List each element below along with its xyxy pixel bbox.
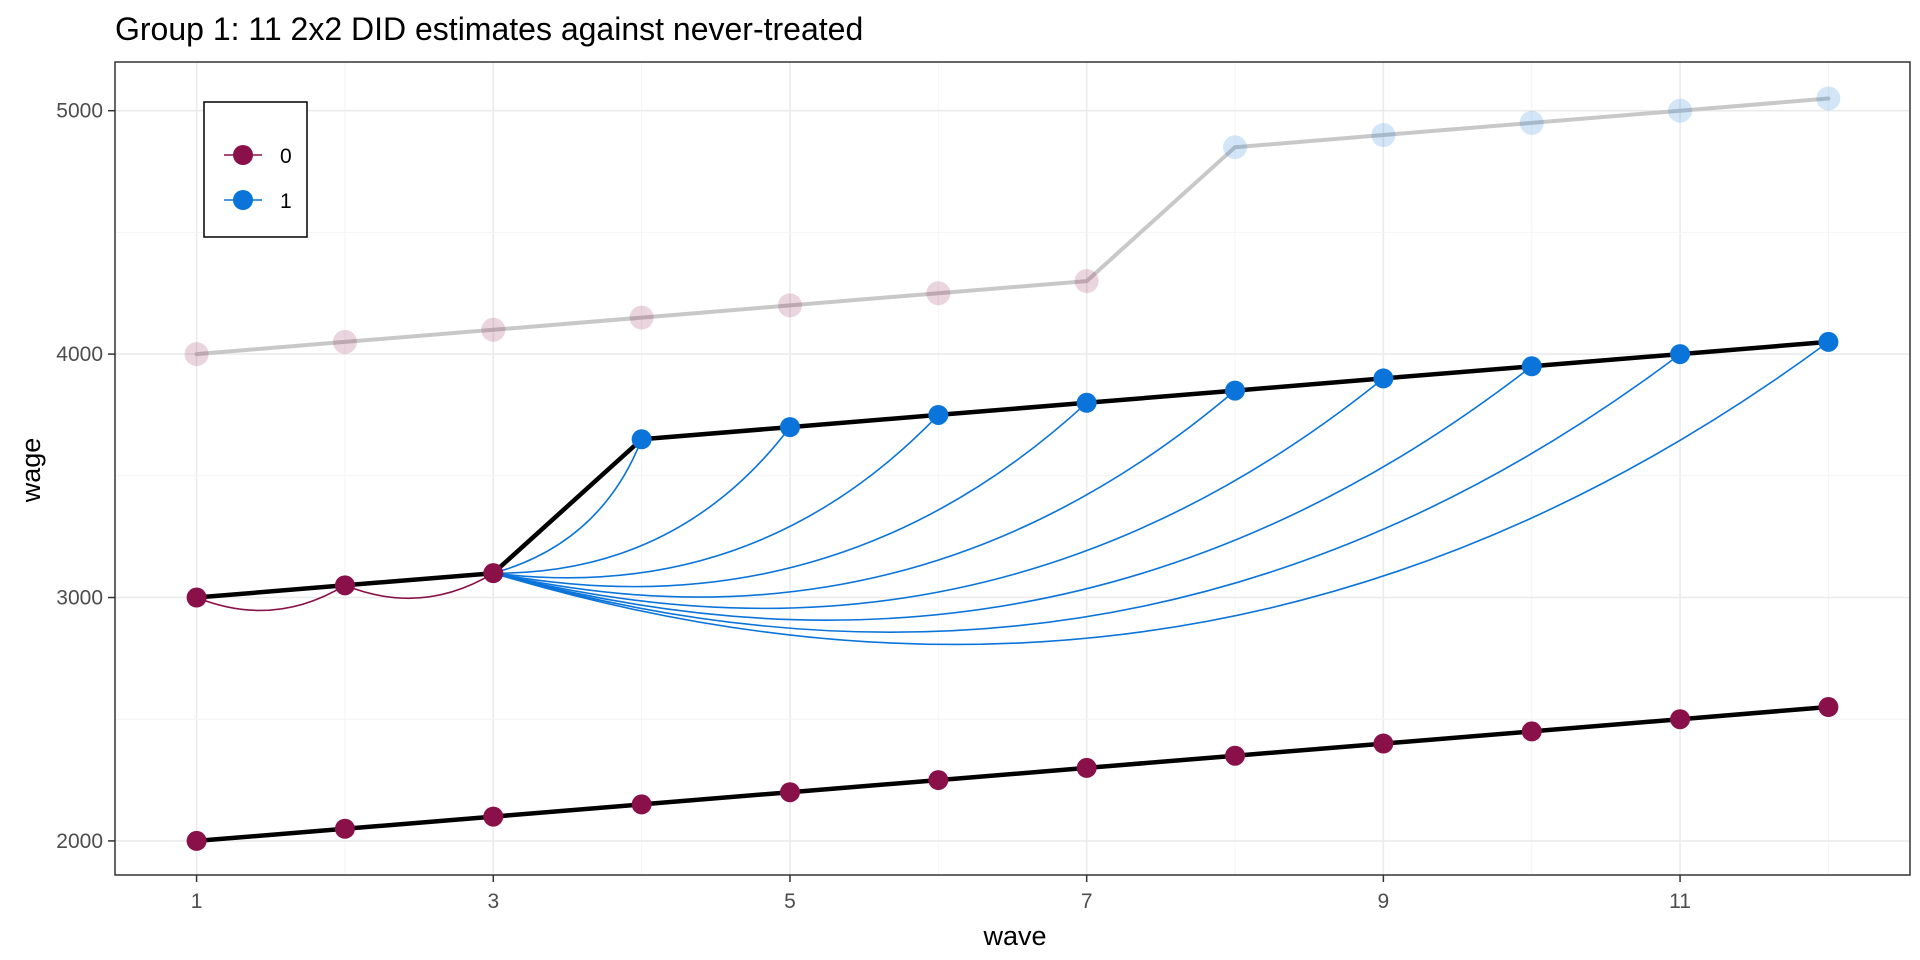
data-point bbox=[631, 429, 652, 450]
y-tick-label: 5000 bbox=[56, 100, 103, 123]
legend: 01 bbox=[203, 101, 308, 238]
did-curve-6 bbox=[493, 402, 1088, 588]
series-line-treated-group bbox=[194, 339, 1831, 600]
data-point bbox=[184, 342, 209, 367]
data-point bbox=[334, 575, 355, 596]
data-point bbox=[1816, 86, 1841, 111]
legend-box bbox=[203, 101, 308, 238]
data-point bbox=[332, 329, 357, 354]
legend-key-point bbox=[233, 145, 253, 165]
did-curves bbox=[196, 341, 1829, 646]
data-point bbox=[928, 770, 949, 791]
series-lines bbox=[194, 96, 1831, 844]
data-point bbox=[1074, 269, 1099, 294]
did-curve-3 bbox=[493, 439, 643, 574]
data-point bbox=[483, 563, 504, 584]
x-tick-label: 11 bbox=[1669, 890, 1691, 913]
data-point bbox=[926, 281, 951, 306]
x-axis-title: wave bbox=[982, 921, 1046, 951]
data-point bbox=[1225, 380, 1246, 401]
x-tick-label: 9 bbox=[1378, 890, 1390, 913]
data-point bbox=[1371, 123, 1396, 148]
grid bbox=[115, 62, 1910, 875]
series-line-never-treated bbox=[194, 704, 1831, 844]
data-point bbox=[483, 806, 504, 827]
data-point bbox=[779, 417, 800, 438]
data-point bbox=[1670, 344, 1691, 365]
did-curve-5 bbox=[493, 414, 939, 579]
data-point bbox=[1818, 331, 1839, 352]
x-tick-label: 3 bbox=[487, 890, 499, 913]
y-tick-label: 4000 bbox=[56, 343, 103, 366]
did-curve-10 bbox=[493, 353, 1681, 633]
did-curve-8 bbox=[493, 377, 1384, 610]
x-tick-label: 1 bbox=[191, 890, 203, 913]
panel-border bbox=[114, 61, 1911, 876]
data-point bbox=[1521, 721, 1542, 742]
data-point bbox=[1670, 709, 1691, 730]
chart-title: Group 1: 11 2x2 DID estimates against ne… bbox=[115, 11, 863, 47]
data-point bbox=[1373, 733, 1394, 754]
x-tick-label: 7 bbox=[1081, 890, 1093, 913]
y-tick-label: 3000 bbox=[56, 587, 103, 610]
series-line-faded-background bbox=[194, 96, 1831, 357]
data-point bbox=[1668, 98, 1693, 123]
legend-label: 0 bbox=[280, 145, 292, 168]
did-curve-11 bbox=[493, 341, 1829, 646]
y-tick-label: 2000 bbox=[56, 830, 103, 853]
x-tick-label: 5 bbox=[784, 890, 796, 913]
y-axis: 2000 3000 4000 5000 bbox=[56, 100, 115, 853]
data-point bbox=[1373, 368, 1394, 389]
series-points bbox=[184, 86, 1841, 851]
data-point bbox=[186, 587, 207, 608]
data-point bbox=[1225, 745, 1246, 766]
data-point bbox=[1519, 110, 1544, 135]
data-point bbox=[629, 305, 654, 330]
did-curve-4 bbox=[493, 426, 791, 575]
y-axis-title: wage bbox=[16, 438, 46, 504]
data-point bbox=[777, 293, 802, 318]
did-curve-2 bbox=[344, 572, 494, 599]
data-point bbox=[1223, 135, 1248, 160]
data-point bbox=[1076, 757, 1097, 778]
data-point bbox=[186, 830, 207, 851]
data-point bbox=[481, 317, 506, 342]
data-point bbox=[334, 818, 355, 839]
data-point bbox=[1521, 356, 1542, 377]
data-point bbox=[631, 794, 652, 815]
data-point bbox=[1076, 392, 1097, 413]
legend-label: 1 bbox=[280, 190, 292, 213]
legend-key-point bbox=[233, 190, 253, 210]
did-curve-9 bbox=[493, 365, 1533, 621]
data-point bbox=[1818, 697, 1839, 718]
x-axis: 1 3 5 7 9 11 bbox=[191, 875, 1691, 913]
data-point bbox=[928, 404, 949, 425]
did-curve-7 bbox=[493, 389, 1236, 598]
data-point bbox=[779, 782, 800, 803]
did-curve-1 bbox=[196, 584, 346, 612]
